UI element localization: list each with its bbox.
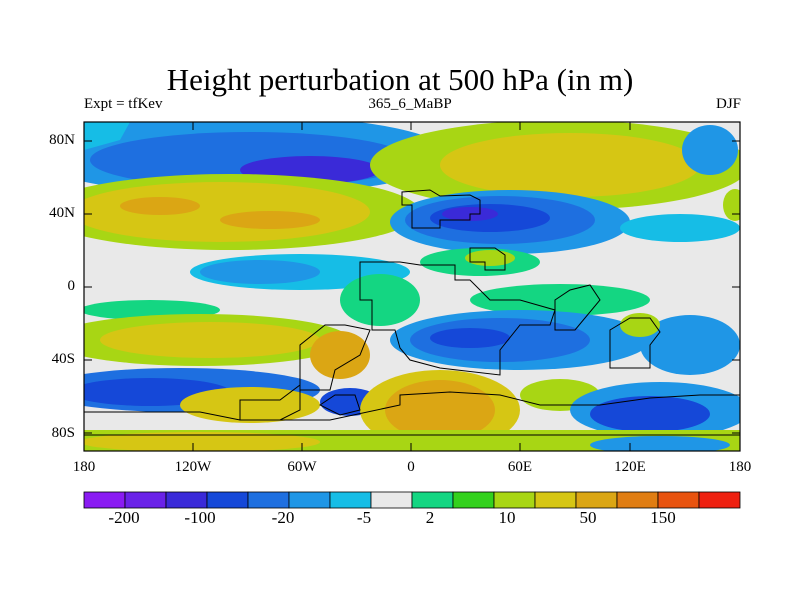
axis-ticks [83,122,741,451]
colorbar-swatch [452,491,495,509]
negative-region [84,122,130,150]
negative-region [430,328,510,348]
colorbar-swatch [411,491,454,509]
y-tick-label: 80N [49,132,75,148]
colorbar-swatch [83,491,126,509]
negative-region [640,315,740,375]
positive-region [220,211,320,229]
colorbar-label: -100 [184,508,216,527]
positive-region [310,331,370,379]
x-tick-label: 60E [507,459,533,475]
positive-region [120,197,200,215]
experiment-label: Expt = tfKev [84,96,163,112]
x-tick-label: 120E [614,459,646,475]
colorbar-swatch [206,491,249,509]
map-title: Height perturbation at 500 hPa (in m) [166,62,634,97]
y-tick-label: 80S [51,425,75,441]
y-tick-label: 40S [51,351,75,367]
colorbar-swatch [165,491,208,509]
positive-region [100,322,320,358]
colorbar-swatch [575,491,618,509]
positive-region [84,182,370,242]
colorbar-label: -200 [108,508,140,527]
colorbar-label: 50 [579,508,597,527]
coastlines [84,189,740,436]
positive-region [385,380,495,440]
x-tick-label: 180 [72,459,96,475]
colorbar-swatch [124,491,167,509]
positive-region [465,250,515,266]
positive-region [340,274,420,326]
x-tick-label: 0 [407,459,415,475]
colorbar-label: -5 [356,508,372,527]
colorbar-label: 10 [498,508,516,527]
x-tick-label: 60W [287,459,317,475]
colorbar-swatch [493,491,536,509]
period-label: 365_6_MaBP [368,96,452,112]
positive-region [84,432,320,451]
colorbar [83,491,741,509]
x-tick-label: 120W [174,459,212,475]
colorbar-swatch [616,491,659,509]
colorbar-label: 150 [650,508,676,527]
colorbar-swatch [698,491,741,509]
y-tick-label: 0 [67,278,76,294]
colorbar-swatch [370,491,413,509]
colorbar-swatch [657,491,700,509]
negative-region [620,214,740,242]
colorbar-swatch [329,491,372,509]
colorbar-swatch [534,491,577,509]
colorbar-label: -20 [271,508,295,527]
positive-region [620,313,660,337]
x-tick-label: 180 [728,459,752,475]
season-label: DJF [715,96,741,112]
negative-region [590,396,710,432]
negative-region [682,125,738,175]
colorbar-swatch [288,491,331,509]
negative-region [590,436,730,451]
contour-field [84,122,740,451]
y-tick-label: 40N [49,205,75,221]
positive-region [180,387,320,423]
positive-region [470,284,650,316]
colorbar-swatch [247,491,290,509]
negative-region [200,260,320,284]
positive-region [440,133,700,197]
positive-region [723,189,740,221]
colorbar-label: 2 [425,508,435,527]
